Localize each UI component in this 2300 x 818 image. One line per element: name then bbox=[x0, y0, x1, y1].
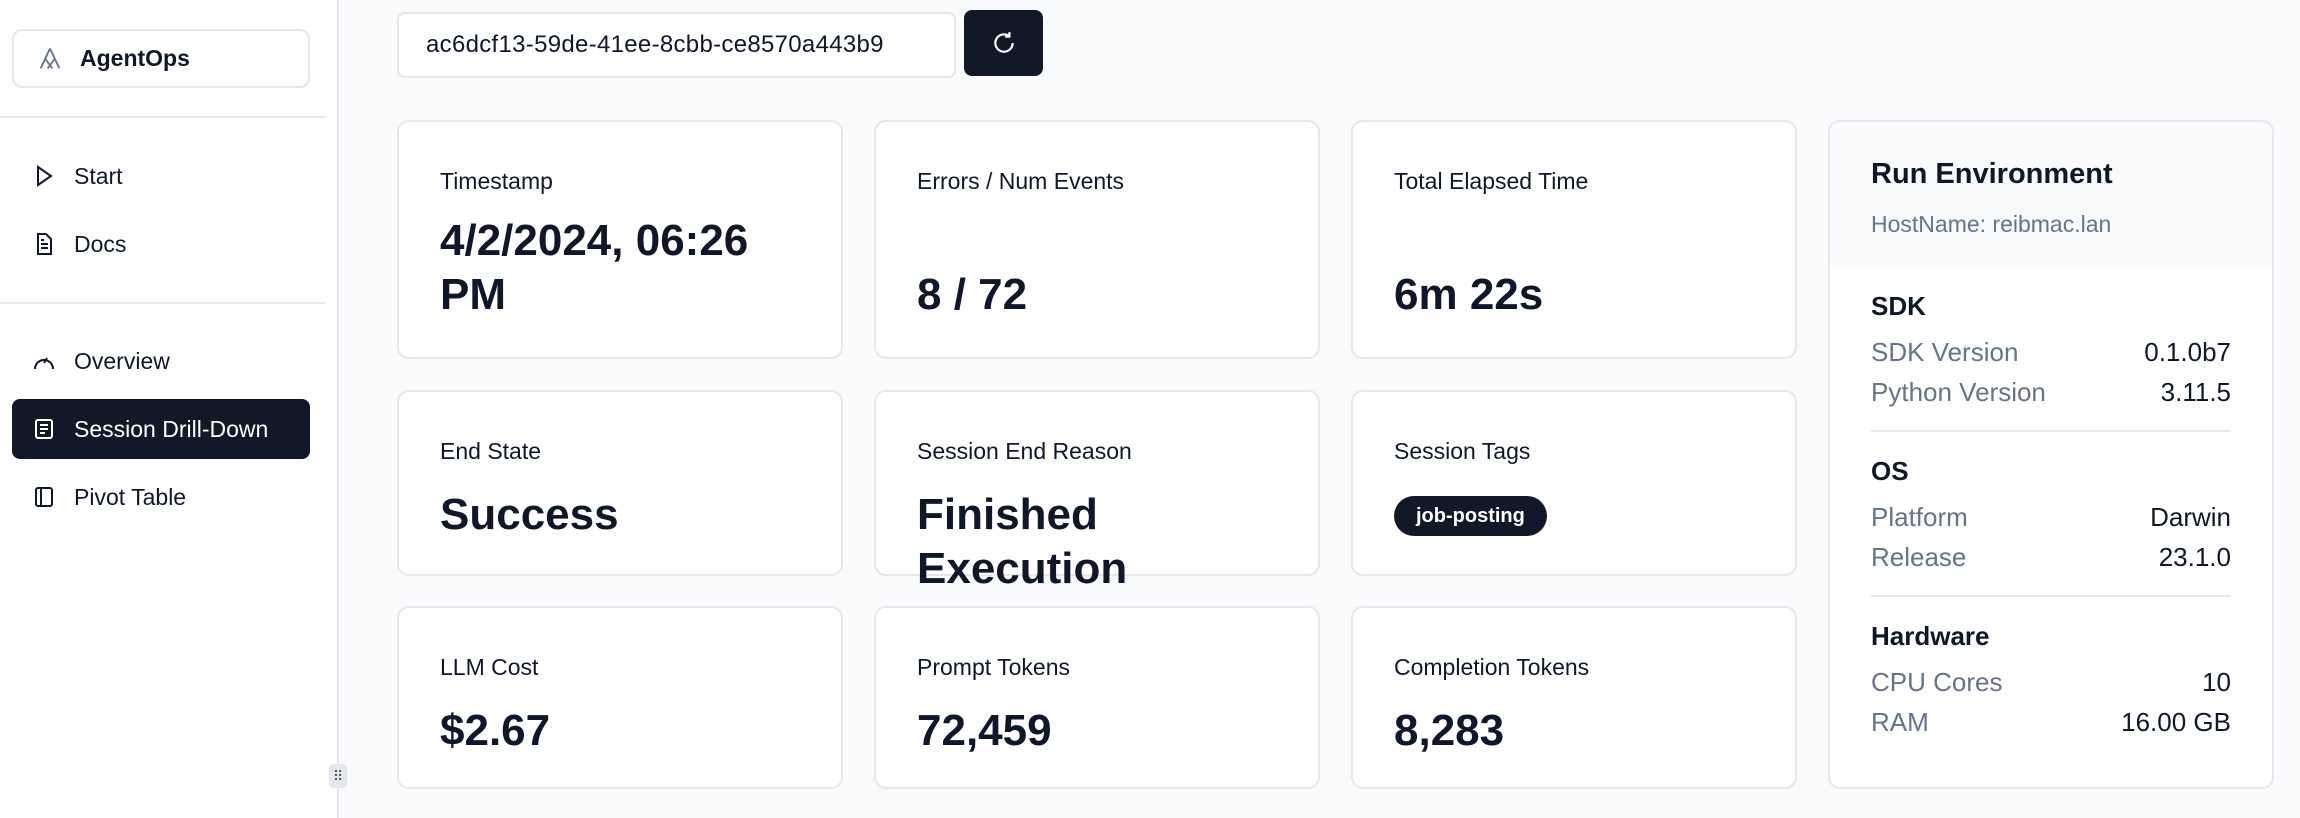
section-title: Hardware bbox=[1871, 621, 1990, 651]
card-label: Session Tags bbox=[1394, 438, 1531, 464]
env-row: Python Version 3.11.5 bbox=[1871, 372, 2231, 412]
card-value: Finished Execution bbox=[917, 490, 1128, 593]
card-value: 8,283 bbox=[1394, 706, 1505, 755]
card-label: End State bbox=[440, 438, 542, 464]
env-value: 23.1.0 bbox=[2158, 542, 2231, 572]
session-id-input[interactable]: ac6dcf13-59de-41ee-8cbb-ce8570a443b9 bbox=[397, 12, 956, 78]
card-label: Total Elapsed Time bbox=[1394, 168, 1589, 194]
sidebar: AgentOps Start Docs Overview Session Dri… bbox=[0, 0, 339, 818]
env-value: 10 bbox=[2202, 667, 2231, 697]
card-label: Completion Tokens bbox=[1394, 654, 1590, 680]
gauge-icon bbox=[34, 357, 54, 370]
env-hostname: HostName: reibmac.lan bbox=[1871, 211, 2112, 237]
env-row: CPU Cores 10 bbox=[1871, 662, 2231, 702]
sidebar-item-session-drill-down[interactable]: Session Drill-Down bbox=[12, 399, 310, 459]
env-key: RAM bbox=[1871, 707, 1929, 737]
env-value: 3.11.5 bbox=[2160, 377, 2231, 407]
env-key: CPU Cores bbox=[1871, 667, 2003, 697]
card-value: 4/2/2024, 06:26 PM bbox=[440, 216, 749, 319]
refresh-button[interactable] bbox=[964, 10, 1043, 76]
env-row: SDK Version 0.1.0b7 bbox=[1871, 332, 2231, 372]
sidebar-item-label: Pivot Table bbox=[74, 483, 187, 510]
panel-icon bbox=[35, 487, 53, 507]
divider bbox=[0, 116, 325, 118]
card-value: 6m 22s bbox=[1394, 270, 1544, 319]
card-value: 72,459 bbox=[917, 706, 1052, 755]
resize-handle[interactable]: ⠿ bbox=[329, 764, 347, 788]
env-section-os: OS Platform Darwin Release 23.1.0 bbox=[1871, 432, 2231, 597]
card-value: $2.67 bbox=[440, 706, 551, 755]
env-key: Python Version bbox=[1871, 377, 2046, 407]
card-label: Timestamp bbox=[440, 168, 553, 194]
card-label: LLM Cost bbox=[440, 654, 539, 680]
env-section-hardware: Hardware CPU Cores 10 RAM 16.00 GB bbox=[1871, 597, 2231, 760]
tag-badge[interactable]: job-posting bbox=[1394, 496, 1547, 536]
section-title: SDK bbox=[1871, 291, 1926, 321]
env-header: Run Environment HostName: reibmac.lan bbox=[1830, 122, 2272, 267]
sidebar-item-label: Docs bbox=[74, 230, 127, 257]
elapsed-time-card: Total Elapsed Time 6m 22s bbox=[1351, 120, 1797, 359]
env-row: Platform Darwin bbox=[1871, 497, 2231, 537]
completion-tokens-card: Completion Tokens 8,283 bbox=[1351, 606, 1797, 789]
env-title: Run Environment bbox=[1871, 158, 2113, 190]
prompt-tokens-card: Prompt Tokens 72,459 bbox=[874, 606, 1320, 789]
brand-name: AgentOps bbox=[80, 45, 190, 71]
sidebar-item-docs[interactable]: Docs bbox=[12, 214, 310, 274]
sidebar-item-label: Overview bbox=[74, 347, 170, 374]
env-key: Release bbox=[1871, 542, 1967, 572]
end-reason-card: Session End Reason Finished Execution bbox=[874, 390, 1320, 593]
sidebar-item-label: Start bbox=[74, 162, 123, 189]
card-value: 8 / 72 bbox=[917, 270, 1028, 319]
env-section-sdk: SDK SDK Version 0.1.0b7 Python Version 3.1… bbox=[1871, 267, 2231, 432]
section-title: OS bbox=[1871, 456, 1909, 486]
env-row: RAM 16.00 GB bbox=[1871, 702, 2231, 742]
env-row: Release 23.1.0 bbox=[1871, 537, 2231, 577]
env-key: Platform bbox=[1871, 502, 1968, 532]
env-value: Darwin bbox=[2150, 502, 2231, 532]
llm-cost-card: LLM Cost $2.67 bbox=[397, 606, 843, 789]
timestamp-card: Timestamp 4/2/2024, 06:26 PM bbox=[397, 120, 843, 359]
errors-card: Errors / Num Events 8 / 72 bbox=[874, 120, 1320, 359]
session-tags-card: Session Tags job-posting bbox=[1351, 390, 1797, 576]
refresh-icon bbox=[993, 32, 1014, 53]
brand-logo[interactable]: AgentOps bbox=[12, 29, 310, 88]
card-label: Errors / Num Events bbox=[917, 168, 1125, 194]
end-state-card: End State Success bbox=[397, 390, 843, 576]
agentops-logo-icon bbox=[39, 47, 61, 69]
sidebar-item-start[interactable]: Start bbox=[12, 146, 310, 206]
card-label: Prompt Tokens bbox=[917, 654, 1070, 680]
env-key: SDK Version bbox=[1871, 337, 2019, 367]
card-value: Success bbox=[440, 490, 619, 539]
sidebar-item-overview[interactable]: Overview bbox=[12, 331, 310, 391]
sidebar-item-label: Session Drill-Down bbox=[74, 415, 269, 442]
play-icon bbox=[37, 165, 53, 187]
run-environment-panel: Run Environment HostName: reibmac.lan SD… bbox=[1828, 120, 2274, 789]
divider bbox=[0, 302, 325, 304]
sidebar-item-pivot-table[interactable]: Pivot Table bbox=[12, 467, 310, 527]
env-value: 16.00 GB bbox=[2121, 707, 2231, 737]
env-value: 0.1.0b7 bbox=[2144, 337, 2231, 367]
card-label: Session End Reason bbox=[917, 438, 1132, 464]
list-icon bbox=[35, 419, 53, 439]
document-icon bbox=[37, 233, 52, 255]
